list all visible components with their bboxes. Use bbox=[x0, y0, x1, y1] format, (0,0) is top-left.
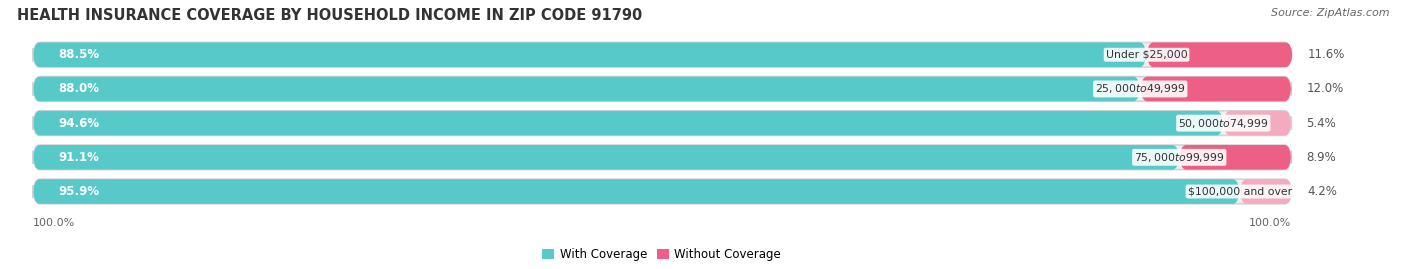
Text: 11.6%: 11.6% bbox=[1308, 48, 1346, 61]
Text: 88.0%: 88.0% bbox=[58, 82, 98, 95]
FancyBboxPatch shape bbox=[32, 111, 1291, 136]
Text: 94.6%: 94.6% bbox=[58, 117, 100, 130]
Text: $25,000 to $49,999: $25,000 to $49,999 bbox=[1095, 82, 1185, 95]
FancyBboxPatch shape bbox=[32, 179, 1240, 204]
Text: HEALTH INSURANCE COVERAGE BY HOUSEHOLD INCOME IN ZIP CODE 91790: HEALTH INSURANCE COVERAGE BY HOUSEHOLD I… bbox=[17, 8, 643, 23]
Text: 12.0%: 12.0% bbox=[1306, 82, 1344, 95]
Text: $100,000 and over: $100,000 and over bbox=[1188, 186, 1292, 197]
Text: $50,000 to $74,999: $50,000 to $74,999 bbox=[1178, 117, 1268, 130]
FancyBboxPatch shape bbox=[1146, 43, 1292, 67]
FancyBboxPatch shape bbox=[32, 145, 1291, 170]
Text: Under $25,000: Under $25,000 bbox=[1105, 50, 1188, 60]
Text: 5.4%: 5.4% bbox=[1306, 117, 1336, 130]
Text: $75,000 to $99,999: $75,000 to $99,999 bbox=[1135, 151, 1225, 164]
FancyBboxPatch shape bbox=[1140, 77, 1291, 101]
Text: 4.2%: 4.2% bbox=[1308, 185, 1337, 198]
Text: 88.5%: 88.5% bbox=[58, 48, 100, 61]
FancyBboxPatch shape bbox=[1223, 111, 1291, 136]
FancyBboxPatch shape bbox=[32, 145, 1180, 170]
FancyBboxPatch shape bbox=[1240, 179, 1292, 204]
FancyBboxPatch shape bbox=[32, 77, 1291, 101]
Text: 95.9%: 95.9% bbox=[58, 185, 100, 198]
FancyBboxPatch shape bbox=[32, 77, 1140, 101]
FancyBboxPatch shape bbox=[1180, 145, 1291, 170]
Text: 100.0%: 100.0% bbox=[1249, 218, 1291, 228]
Text: Source: ZipAtlas.com: Source: ZipAtlas.com bbox=[1271, 8, 1389, 18]
Text: 8.9%: 8.9% bbox=[1306, 151, 1336, 164]
Text: 91.1%: 91.1% bbox=[58, 151, 98, 164]
FancyBboxPatch shape bbox=[32, 111, 1223, 136]
Legend: With Coverage, Without Coverage: With Coverage, Without Coverage bbox=[537, 243, 786, 266]
FancyBboxPatch shape bbox=[32, 179, 1291, 204]
FancyBboxPatch shape bbox=[32, 43, 1291, 67]
FancyBboxPatch shape bbox=[32, 43, 1146, 67]
Text: 100.0%: 100.0% bbox=[32, 218, 75, 228]
